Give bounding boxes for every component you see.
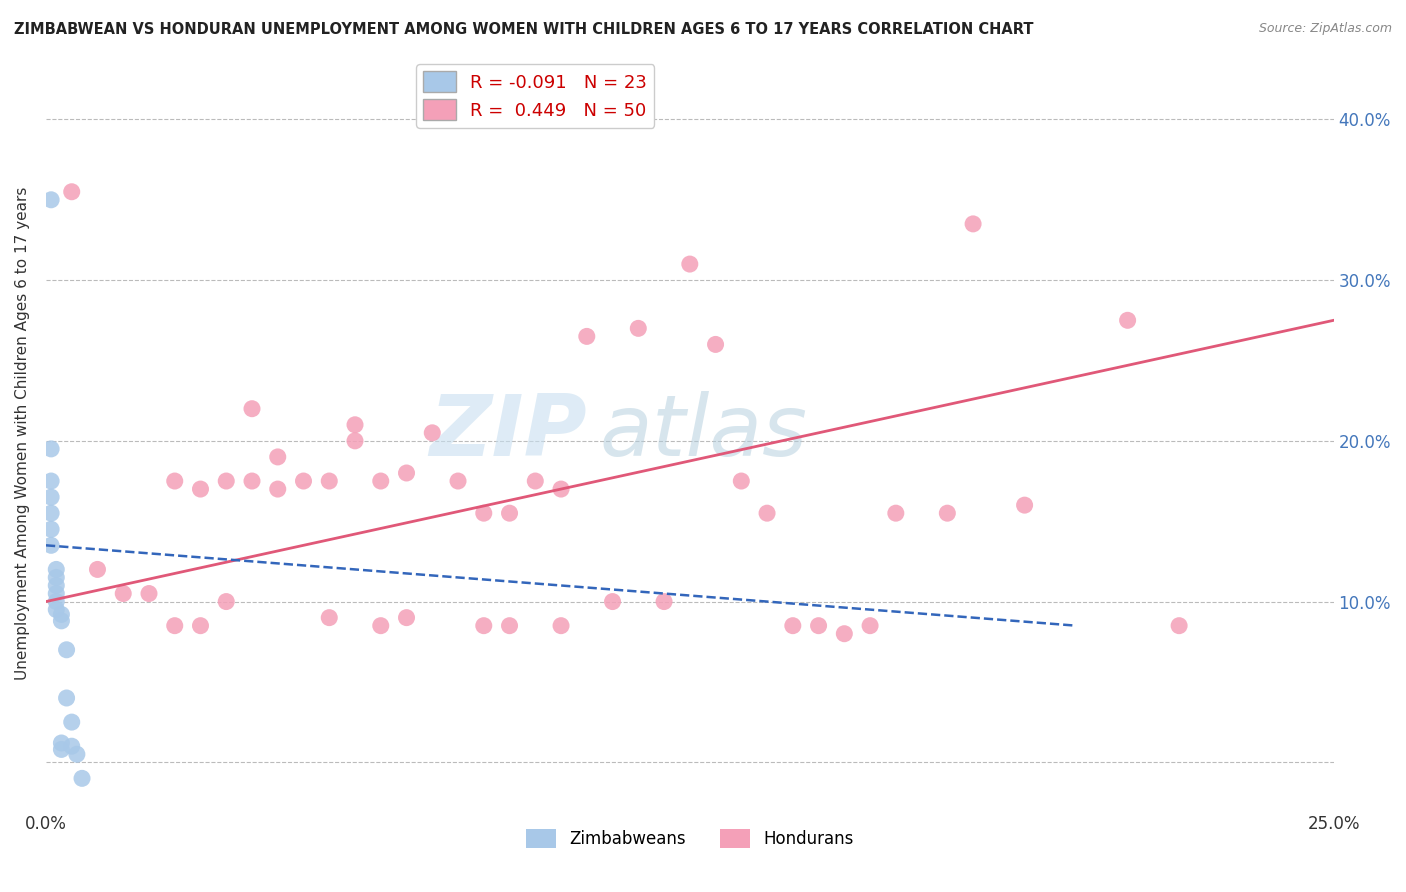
Point xyxy=(859,618,882,632)
Point xyxy=(498,506,520,520)
Point xyxy=(936,506,959,520)
Point xyxy=(884,506,907,520)
Point xyxy=(190,482,212,496)
Point xyxy=(215,474,238,488)
Point xyxy=(55,642,77,657)
Text: ZIMBABWEAN VS HONDURAN UNEMPLOYMENT AMONG WOMEN WITH CHILDREN AGES 6 TO 17 YEARS: ZIMBABWEAN VS HONDURAN UNEMPLOYMENT AMON… xyxy=(14,22,1033,37)
Point xyxy=(550,618,572,632)
Point xyxy=(602,594,624,608)
Point xyxy=(163,618,186,632)
Point xyxy=(962,217,984,231)
Point xyxy=(730,474,752,488)
Point xyxy=(318,610,340,624)
Point xyxy=(472,618,495,632)
Point xyxy=(51,742,73,756)
Point xyxy=(679,257,702,271)
Point xyxy=(51,607,73,622)
Point xyxy=(39,490,62,504)
Point xyxy=(472,506,495,520)
Point xyxy=(45,594,67,608)
Point xyxy=(343,434,366,448)
Point xyxy=(45,578,67,592)
Point xyxy=(45,602,67,616)
Point xyxy=(834,626,856,640)
Point xyxy=(704,337,727,351)
Point xyxy=(86,562,108,576)
Point xyxy=(60,739,83,754)
Point xyxy=(1014,498,1036,512)
Point xyxy=(39,538,62,552)
Point xyxy=(240,474,263,488)
Point xyxy=(39,474,62,488)
Point xyxy=(39,506,62,520)
Point xyxy=(807,618,830,632)
Point xyxy=(627,321,650,335)
Point xyxy=(782,618,804,632)
Point xyxy=(190,618,212,632)
Text: ZIP: ZIP xyxy=(429,392,586,475)
Point xyxy=(575,329,598,343)
Point xyxy=(267,450,290,464)
Point xyxy=(60,715,83,730)
Point xyxy=(66,747,89,762)
Point xyxy=(756,506,779,520)
Text: Source: ZipAtlas.com: Source: ZipAtlas.com xyxy=(1258,22,1392,36)
Point xyxy=(39,193,62,207)
Point xyxy=(524,474,547,488)
Point xyxy=(370,618,392,632)
Point xyxy=(498,618,520,632)
Point xyxy=(138,586,160,600)
Point xyxy=(395,466,418,480)
Y-axis label: Unemployment Among Women with Children Ages 6 to 17 years: Unemployment Among Women with Children A… xyxy=(15,186,30,680)
Point xyxy=(45,570,67,584)
Point xyxy=(45,562,67,576)
Point xyxy=(395,610,418,624)
Point xyxy=(550,482,572,496)
Point xyxy=(70,772,93,786)
Point xyxy=(343,417,366,432)
Point xyxy=(51,614,73,628)
Legend: Zimbabweans, Hondurans: Zimbabweans, Hondurans xyxy=(520,822,860,855)
Point xyxy=(45,586,67,600)
Point xyxy=(420,425,443,440)
Point xyxy=(652,594,675,608)
Point xyxy=(215,594,238,608)
Point xyxy=(51,736,73,750)
Point xyxy=(1168,618,1191,632)
Point xyxy=(163,474,186,488)
Point xyxy=(39,522,62,536)
Point xyxy=(112,586,135,600)
Point xyxy=(292,474,315,488)
Point xyxy=(39,442,62,456)
Point xyxy=(240,401,263,416)
Point xyxy=(447,474,470,488)
Point xyxy=(318,474,340,488)
Point xyxy=(370,474,392,488)
Point xyxy=(1116,313,1139,327)
Point xyxy=(60,185,83,199)
Point xyxy=(55,691,77,706)
Text: atlas: atlas xyxy=(600,392,807,475)
Point xyxy=(267,482,290,496)
